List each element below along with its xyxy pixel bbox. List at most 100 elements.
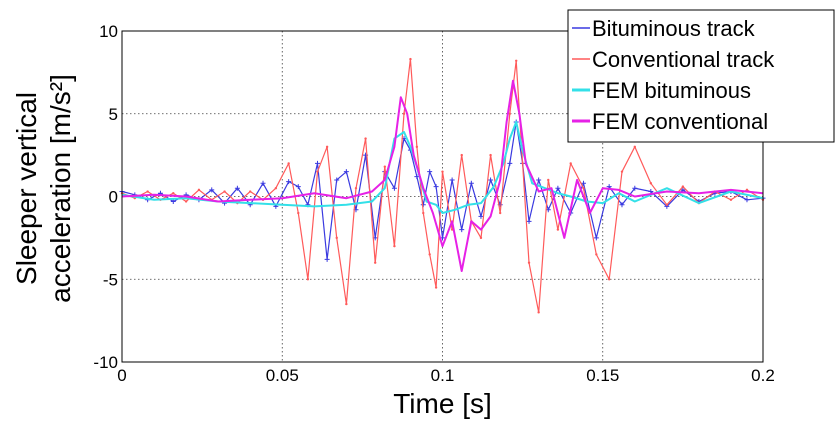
data-point [393, 244, 396, 248]
y-tick-label: -10 [93, 353, 118, 372]
data-point [582, 187, 585, 190]
data-point [508, 112, 512, 115]
data-point [260, 180, 266, 186]
data-point [345, 302, 348, 306]
data-point [316, 170, 319, 173]
data-point [209, 187, 215, 193]
data-point [581, 180, 587, 186]
series-fem-conventional [121, 79, 764, 272]
data-point [297, 211, 300, 215]
data-point [295, 184, 301, 190]
data-point [449, 177, 455, 183]
data-point [607, 278, 611, 281]
legend-item: Conventional track [572, 47, 775, 72]
data-point [343, 169, 349, 175]
data-point [547, 178, 550, 182]
data-point [507, 160, 513, 166]
data-point [745, 188, 749, 192]
data-point [373, 261, 377, 264]
data-point [488, 177, 494, 183]
series-fem-bituminous [121, 121, 764, 214]
data-point [234, 185, 240, 191]
data-point [459, 227, 465, 233]
data-point [415, 145, 419, 149]
data-point [460, 153, 463, 157]
data-point [391, 185, 397, 191]
legend-item: FEM conventional [572, 109, 768, 134]
data-point [315, 160, 321, 166]
data-point [633, 145, 636, 149]
legend-label: FEM conventional [592, 109, 768, 134]
data-point [324, 256, 330, 262]
legend-item: Bituminous track [572, 16, 756, 41]
x-tick-label: 0.05 [266, 366, 299, 385]
grid-lines [122, 31, 763, 362]
legend-label: FEM bituminous [592, 78, 751, 103]
legend-box [567, 9, 835, 143]
data-point [402, 112, 406, 115]
data-point [595, 253, 598, 256]
data-point [364, 137, 367, 140]
x-axis-title: Time [s] [393, 388, 492, 419]
series-line [121, 121, 764, 214]
data-point [527, 261, 531, 264]
data-point [409, 57, 412, 61]
plot-series [119, 57, 766, 314]
data-point [249, 190, 252, 193]
y-tick-label: 5 [109, 105, 118, 124]
data-point [433, 184, 439, 190]
data-point [427, 169, 433, 175]
data-point [681, 185, 685, 188]
legend-label: Bituminous track [592, 16, 756, 41]
data-point [515, 59, 518, 62]
data-point [536, 177, 542, 183]
series-line [121, 79, 764, 272]
data-point [383, 165, 387, 168]
data-point [555, 185, 561, 191]
x-tick-label: 0.15 [586, 366, 619, 385]
data-point [468, 180, 474, 186]
data-point [422, 211, 425, 215]
data-point [729, 198, 733, 202]
y-axis-title-line2: acceleration [m/s²] [45, 74, 76, 303]
data-point [665, 203, 669, 206]
data-point [414, 174, 420, 180]
data-point [498, 211, 502, 215]
x-tick-label: 0.1 [431, 366, 455, 385]
data-point [428, 253, 431, 256]
y-axis-title-line1: Sleeper vertical [11, 92, 42, 285]
legend-label: Conventional track [592, 47, 775, 72]
legend: Bituminous track Conventional track FEM bi… [567, 9, 835, 143]
data-point [537, 311, 540, 314]
data-point [744, 197, 750, 203]
y-tick-label: 10 [99, 22, 118, 41]
data-point [619, 202, 625, 208]
data-point [197, 188, 201, 192]
data-point [146, 190, 149, 193]
data-point [556, 228, 560, 231]
data-point [478, 213, 484, 219]
data-point [223, 190, 226, 193]
data-point [632, 185, 638, 191]
data-point [354, 187, 358, 190]
data-point [526, 218, 532, 224]
y-tick-label: 0 [109, 188, 118, 207]
data-point [286, 179, 292, 185]
data-point [441, 170, 444, 173]
x-tick-label: 0.2 [751, 366, 775, 385]
data-point [434, 286, 438, 289]
data-point [334, 177, 340, 183]
tick-labels: 0 0.05 0.1 0.15 0.2 10 5 0 -5 -10 [93, 22, 774, 385]
data-point [420, 202, 426, 208]
data-point [184, 200, 188, 203]
x-tick-label: 0 [117, 366, 126, 385]
plot-area-frame [121, 30, 764, 363]
data-point [521, 162, 524, 165]
data-point [569, 162, 572, 165]
data-point [479, 236, 483, 240]
data-point [306, 278, 310, 281]
data-point [274, 187, 278, 190]
data-point [489, 153, 492, 157]
y-tick-label: -5 [103, 270, 118, 289]
data-point [325, 145, 329, 149]
